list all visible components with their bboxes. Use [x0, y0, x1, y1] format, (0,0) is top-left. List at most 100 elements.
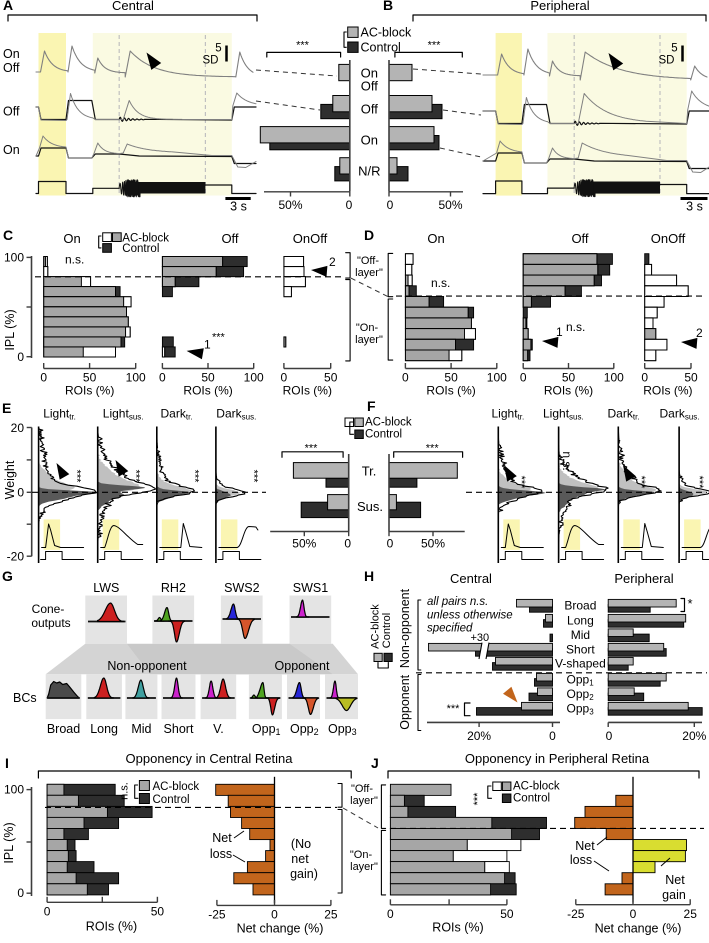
svg-text:2: 2: [696, 326, 703, 340]
svg-text:0: 0: [346, 198, 353, 212]
svg-text:Off: Off: [361, 102, 378, 117]
svg-text:0: 0: [520, 371, 527, 385]
svg-text:***: ***: [428, 40, 442, 52]
svg-text:ROIs (%): ROIs (%): [544, 384, 593, 398]
svg-text:0: 0: [387, 198, 394, 212]
svg-text:Opponency in Peripheral Retina: Opponency in Peripheral Retina: [465, 751, 650, 766]
svg-text:50: 50: [83, 371, 97, 385]
svg-text:J: J: [371, 755, 379, 771]
svg-text:***: ***: [296, 40, 310, 52]
svg-text:100: 100: [487, 371, 507, 385]
svg-text:0: 0: [40, 371, 47, 385]
svg-text:0: 0: [17, 886, 24, 900]
svg-text:3 s: 3 s: [230, 200, 247, 214]
svg-text:E: E: [2, 400, 11, 416]
svg-text:SD: SD: [203, 55, 219, 67]
svg-text:D: D: [364, 227, 374, 243]
svg-text:-25: -25: [208, 908, 226, 922]
svg-text:ROIs (%): ROIs (%): [283, 384, 332, 398]
svg-text:*: *: [687, 596, 692, 611]
svg-text:Tr.: Tr.: [362, 464, 377, 479]
svg-text:ROIs (%): ROIs (%): [86, 920, 137, 934]
svg-text:***: ***: [472, 792, 484, 806]
svg-text:G: G: [2, 568, 13, 584]
svg-text:Off: Off: [571, 231, 588, 246]
svg-text:B: B: [383, 0, 393, 13]
svg-text:"Off-: "Off-: [351, 783, 373, 795]
svg-text:Non-opponent: Non-opponent: [398, 588, 412, 668]
svg-text:gain): gain): [290, 867, 318, 881]
svg-text:Long: Long: [90, 722, 118, 736]
svg-text:***: ***: [212, 332, 226, 344]
svg-text:0: 0: [387, 537, 394, 551]
svg-text:On: On: [427, 231, 444, 246]
svg-text:***: ***: [447, 703, 461, 715]
svg-text:0: 0: [17, 486, 24, 500]
svg-text:Control: Control: [153, 794, 190, 806]
svg-text:AC-block: AC-block: [153, 781, 200, 793]
svg-text:25: 25: [684, 907, 698, 921]
svg-text:***: ***: [189, 470, 201, 484]
svg-text:100: 100: [126, 371, 146, 385]
svg-text:ROIs (%): ROIs (%): [643, 384, 692, 398]
svg-text:Short: Short: [164, 722, 194, 736]
svg-text:Control: Control: [365, 429, 402, 441]
svg-text:N/R: N/R: [358, 164, 380, 179]
svg-text:50%: 50%: [292, 537, 316, 551]
svg-text:0: 0: [271, 908, 278, 922]
svg-text:gain: gain: [662, 888, 686, 902]
svg-text:20: 20: [11, 421, 25, 435]
svg-text:***: ***: [635, 476, 647, 490]
svg-text:outputs: outputs: [31, 616, 70, 630]
svg-text:50: 50: [562, 371, 576, 385]
svg-text:IPL (%): IPL (%): [2, 822, 16, 863]
svg-text:Opp2: Opp2: [290, 722, 319, 737]
svg-text:Opponency in Central Retina: Opponency in Central Retina: [126, 751, 294, 766]
svg-text:Weight: Weight: [3, 460, 17, 499]
svg-text:25: 25: [324, 908, 338, 922]
svg-text:ROIs (%): ROIs (%): [183, 384, 232, 398]
svg-text:0: 0: [44, 905, 51, 919]
svg-text:3 s: 3 s: [686, 200, 703, 214]
svg-text:ROIs (%): ROIs (%): [432, 921, 483, 935]
svg-text:"On-: "On-: [350, 849, 373, 861]
svg-text:Net: Net: [212, 831, 232, 845]
svg-text:-20: -20: [7, 550, 25, 564]
svg-text:"On-: "On-: [356, 322, 379, 334]
svg-text:Opponent: Opponent: [398, 674, 412, 729]
svg-text:Broad: Broad: [564, 599, 596, 613]
svg-text:Control: Control: [513, 793, 550, 805]
svg-text:50: 50: [500, 907, 514, 921]
svg-text:0: 0: [387, 907, 394, 921]
svg-text:+30: +30: [470, 632, 489, 644]
svg-text:On: On: [361, 133, 378, 148]
svg-text:Net: Net: [665, 873, 685, 887]
svg-text:A: A: [3, 0, 13, 13]
svg-text:0: 0: [606, 729, 613, 743]
svg-text:On: On: [63, 231, 80, 246]
svg-text:20%: 20%: [467, 729, 491, 743]
svg-text:Off: Off: [221, 231, 238, 246]
svg-text:Net: Net: [575, 839, 595, 853]
svg-text:Peripheral: Peripheral: [614, 571, 673, 586]
svg-text:50: 50: [324, 371, 338, 385]
svg-text:n.s.: n.s.: [65, 253, 84, 267]
svg-text:-25: -25: [567, 907, 585, 921]
svg-text:Control: Control: [361, 40, 401, 54]
svg-text:Off: Off: [361, 78, 378, 93]
svg-text:n.s.: n.s.: [560, 451, 574, 470]
svg-text:Opponent: Opponent: [275, 659, 330, 673]
svg-text:0: 0: [630, 907, 637, 921]
svg-text:***: ***: [693, 476, 705, 490]
svg-text:1: 1: [204, 338, 211, 352]
svg-text:(No: (No: [291, 837, 311, 851]
svg-text:V-shaped: V-shaped: [555, 657, 606, 671]
svg-text:50%: 50%: [421, 537, 445, 551]
svg-text:100: 100: [4, 783, 24, 797]
svg-text:AC-block: AC-block: [361, 25, 412, 39]
svg-text:layer": layer": [355, 334, 383, 346]
svg-text:unless otherwise: unless otherwise: [427, 609, 513, 621]
svg-text:***: ***: [426, 443, 440, 455]
svg-text:AC-block: AC-block: [370, 604, 382, 649]
svg-text:Control: Control: [381, 613, 393, 648]
